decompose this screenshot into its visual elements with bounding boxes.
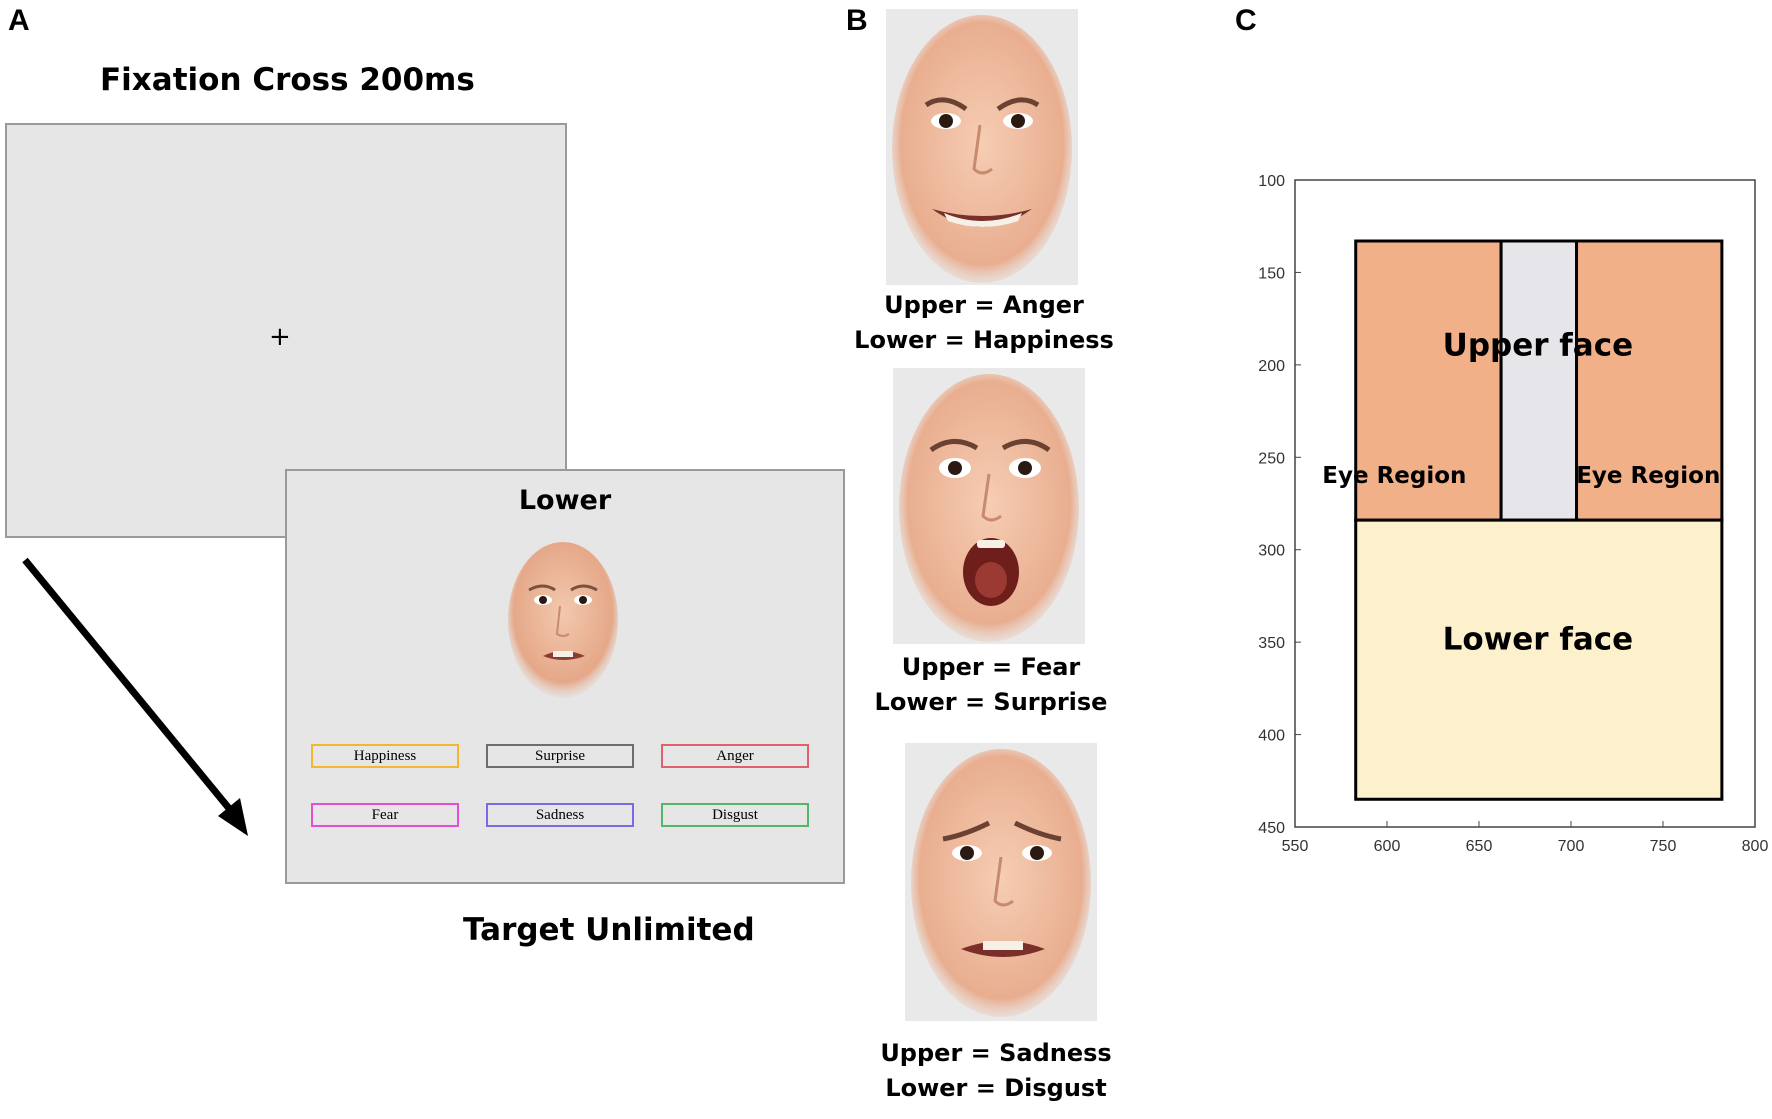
response-button-anger[interactable]: Anger	[661, 744, 809, 768]
x-tick-label: 700	[1558, 838, 1585, 855]
eye-region-left	[1354, 239, 1503, 522]
upper-face-label: Upper face	[1443, 328, 1633, 364]
fixation-screen: +	[5, 123, 567, 538]
y-tick-label: 350	[1258, 635, 1285, 652]
panel-label-c: C	[1235, 4, 1257, 37]
face-card-fear-surprise	[893, 368, 1085, 644]
y-tick-label: 300	[1258, 543, 1285, 560]
y-tick-label: 100	[1258, 173, 1285, 190]
x-tick-label: 650	[1466, 838, 1493, 855]
target-caption: Target Unlimited	[463, 912, 755, 948]
x-tick-label: 600	[1374, 838, 1401, 855]
target-header: Lower	[518, 485, 612, 516]
y-tick-label: 200	[1258, 358, 1285, 375]
target-screen: Lower Happiness Surprise Anger Fear Sadn…	[285, 469, 845, 884]
caption-face-1-upper: Upper = Anger	[884, 291, 1084, 319]
arrow-head	[218, 798, 248, 836]
face-card-sadness-disgust	[905, 743, 1097, 1021]
eye-region-left-label: Eye Region	[1322, 463, 1466, 489]
response-button-disgust[interactable]: Disgust	[661, 803, 809, 827]
caption-face-3: Upper = Sadness Lower = Disgust	[866, 1036, 1126, 1106]
response-button-surprise[interactable]: Surprise	[486, 744, 634, 768]
y-tick-label: 150	[1258, 265, 1285, 282]
sequence-arrow	[22, 557, 248, 836]
caption-face-2-upper: Upper = Fear	[901, 653, 1081, 681]
fixation-cross: +	[269, 322, 291, 352]
caption-face-3-upper: Upper = Sadness	[880, 1039, 1112, 1067]
lower-face-region	[1354, 518, 1724, 801]
y-tick-label: 450	[1258, 820, 1285, 837]
x-tick-label: 800	[1742, 838, 1769, 855]
caption-face-2: Upper = Fear Lower = Surprise	[861, 650, 1121, 720]
caption-face-1-lower: Lower = Happiness	[854, 326, 1114, 354]
response-button-happiness[interactable]: Happiness	[311, 744, 459, 768]
x-tick-label: 750	[1650, 838, 1677, 855]
fixation-title: Fixation Cross 200ms	[100, 62, 475, 98]
face-image-fear-surprise	[899, 374, 1079, 642]
caption-face-2-lower: Lower = Surprise	[874, 688, 1108, 716]
x-tick-label: 550	[1282, 838, 1309, 855]
face-image-sadness-disgust	[911, 749, 1091, 1017]
face-card-anger-happiness	[886, 9, 1078, 285]
response-button-fear[interactable]: Fear	[311, 803, 459, 827]
caption-face-3-lower: Lower = Disgust	[885, 1074, 1107, 1102]
y-tick-label: 250	[1258, 450, 1285, 467]
lower-face-label: Lower face	[1443, 622, 1634, 658]
y-tick-label: 400	[1258, 728, 1285, 745]
panel-label-b: B	[846, 4, 868, 37]
eye-region-right-label: Eye Region	[1576, 463, 1720, 489]
panel-label-a: A	[8, 4, 30, 37]
region-chart: 550 600 650 700 750 800 100 150 200 250 300 350 400 4…	[1258, 173, 1769, 855]
target-face-image	[508, 542, 618, 698]
caption-face-1: Upper = Anger Lower = Happiness	[854, 288, 1114, 358]
face-image-anger-happiness	[892, 15, 1072, 283]
nose-bridge-region	[1499, 239, 1579, 522]
response-button-sadness[interactable]: Sadness	[486, 803, 634, 827]
